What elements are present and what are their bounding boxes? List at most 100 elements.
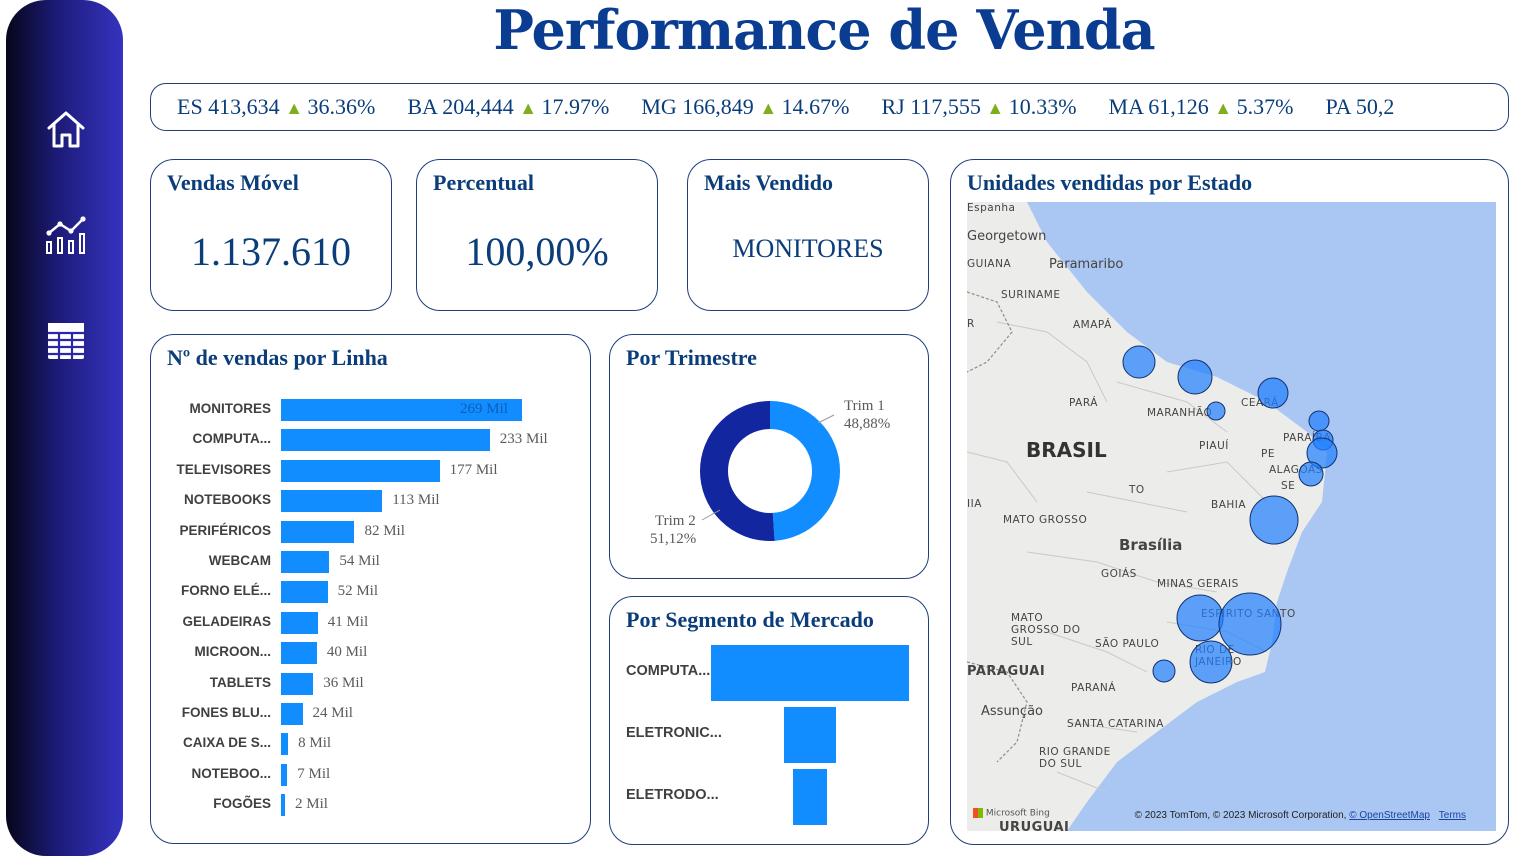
map-bubble-1[interactable] [1177,359,1213,395]
line-chart-icon[interactable] [45,214,87,256]
bar-8[interactable] [281,642,317,665]
por-trimestre-card: Por Trimestre Trim 1 48,88% Trim 2 51,12% [609,334,929,579]
por-segmento-card: Por Segmento de Mercado COMPUTA... ELETRO… [609,596,929,845]
brazil-map[interactable]: Espanha Georgetown GUIANA Paramaribo SURINAM… [967,202,1496,831]
bar-13[interactable] [281,794,285,817]
bar-10[interactable] [281,703,303,725]
donut-percent-label: 48,88% [844,416,890,432]
map-bubble-6[interactable] [1306,437,1338,469]
ticker-item-ba: BA 204,444 ▲ 17.97% [407,94,609,119]
sidebar [6,0,123,856]
map-bubble-3[interactable] [1206,401,1226,421]
up-arrow-icon: ▲ [986,98,1009,118]
map-place-label: Paramaribo [1049,257,1124,272]
bar-9[interactable] [281,672,314,695]
map-place-label: TO [1129,484,1145,496]
bar-category-label: TABLETS [209,674,271,690]
map-bubble-10[interactable] [1218,592,1282,656]
map-place-label: SE [1281,480,1296,492]
ticker-row: ES 413,634 ▲ 36.36% BA 204,444 ▲ 17.97% MG… [177,94,1426,120]
ticker-item-mg: MG 166,849 ▲ 14.67% [641,94,849,119]
map-bubble-4[interactable] [1308,410,1330,432]
bar-category-label: GELADEIRAS [182,613,271,629]
map-place-label: Espanha [967,202,1016,214]
map-place-label: SANTA CATARINA [1067,718,1164,730]
segment-label: COMPUTA... [626,663,711,679]
segment-label: ELETRONIC... [626,725,722,741]
map-bubble-0[interactable] [1122,345,1156,379]
map-background [967,202,1496,831]
map-place-label: PARÁ [1069,397,1098,409]
map-bubble-12[interactable] [1152,659,1176,683]
bar-12[interactable] [281,763,288,786]
up-arrow-icon: ▲ [759,98,782,118]
map-place-label: GUIANA [967,258,1012,270]
ticker-value: PA 50,2 [1325,94,1395,119]
map-bubble-8[interactable] [1249,495,1299,545]
vendas-por-linha-card: Nº de vendas por Linha MONITORES 269 Mil C… [150,334,591,844]
bar-category-label: WEBCAM [208,553,271,568]
bar-11[interactable] [281,733,289,756]
bar-6[interactable] [281,581,328,604]
por-trimestre-title: Por Trimestre [626,345,757,370]
bar-value-label: 36 Mil [323,674,364,691]
donut-slice-2[interactable] [700,401,840,541]
map-attribution: © 2023 TomTom, © 2023 Microsoft Corporat… [1135,810,1466,821]
donut-category-label: Trim 2 [655,513,696,529]
table-icon[interactable] [45,320,87,362]
bar-value-label: 41 Mil [327,613,369,630]
kpi-mais-vendido-value: MONITORES [732,234,884,263]
attribution-text: © 2023 TomTom, © 2023 Microsoft Corporat… [1134,810,1347,821]
bar-0[interactable] [281,399,522,421]
map-place-label: Assunção [981,704,1043,719]
bing-label: Microsoft Bing [985,808,1050,819]
kpi-percentual-value: 100,00% [465,229,609,274]
kpi-percentual-card: Percentual 100,00% [416,159,658,311]
bar-category-label: PERIFÉRICOS [179,522,271,538]
ticker-value: BA 204,444 [407,94,520,119]
bar-7[interactable] [281,611,318,634]
bar-category-label: MICROON... [194,644,272,660]
map-place-label: PARANÁ [1071,682,1116,694]
map-place-label: RIO GRANDE DO SUL [1039,746,1111,770]
bar-category-label: FOGÕES [213,796,271,812]
up-arrow-icon: ▲ [519,98,542,118]
bar-5[interactable] [281,551,330,573]
bar-value-label: 113 Mil [392,492,440,509]
map-place-label: MINAS GERAIS [1157,578,1239,590]
ticker-percent: 36.36% [307,94,376,119]
bar-category-label: FONES BLU... [181,705,271,720]
kpi-vendas-card: Vendas Móvel 1.137.610 [150,159,392,311]
terms-link[interactable]: Terms [1438,810,1466,821]
home-icon[interactable] [45,108,87,150]
bar-value-label: 233 Mil [499,431,548,448]
bing-logo: Microsoft Bing [973,808,1050,819]
map-bubble-11[interactable] [1189,640,1233,684]
map-place-label: PIAUÍ [1199,440,1229,452]
segment-bar-2[interactable] [793,769,827,825]
up-arrow-icon: ▲ [1214,98,1237,118]
ticker-percent: 17.97% [541,94,610,119]
map-place-label: GOIÁS [1101,568,1137,580]
vendas-por-linha-title: Nº de vendas por Linha [167,345,388,370]
ticker-item-ma: MA 61,126 ▲ 5.37% [1109,94,1294,119]
bar-4[interactable] [281,520,355,543]
map-bubble-9[interactable] [1176,594,1224,642]
bar-value-label: 269 Mil [460,401,508,417]
mapa-card: Unidades vendidas por Estado Espanha Geor… [950,159,1509,845]
bar-1[interactable] [281,429,490,452]
por-trimestre-chart: Trim 1 48,88% Trim 2 51,12% [650,398,890,547]
openstreetmap-link[interactable]: © OpenStreetMap [1349,810,1430,821]
segment-bar-1[interactable] [784,707,836,763]
map-place-label: BAHIA [1211,499,1247,511]
map-bubble-2[interactable] [1257,377,1289,409]
map-bubble-7[interactable] [1298,461,1324,487]
map-place-label: MARANHÃO [1147,407,1213,419]
segment-bar-0[interactable] [711,645,909,701]
donut-percent-label: 51,12% [650,531,696,547]
map-place-label: Brasília [1119,536,1183,554]
bar-2[interactable] [281,459,440,482]
segment-label: ELETRODO... [626,787,719,803]
bar-category-label: COMPUTA... [192,431,272,447]
bar-3[interactable] [281,490,383,513]
